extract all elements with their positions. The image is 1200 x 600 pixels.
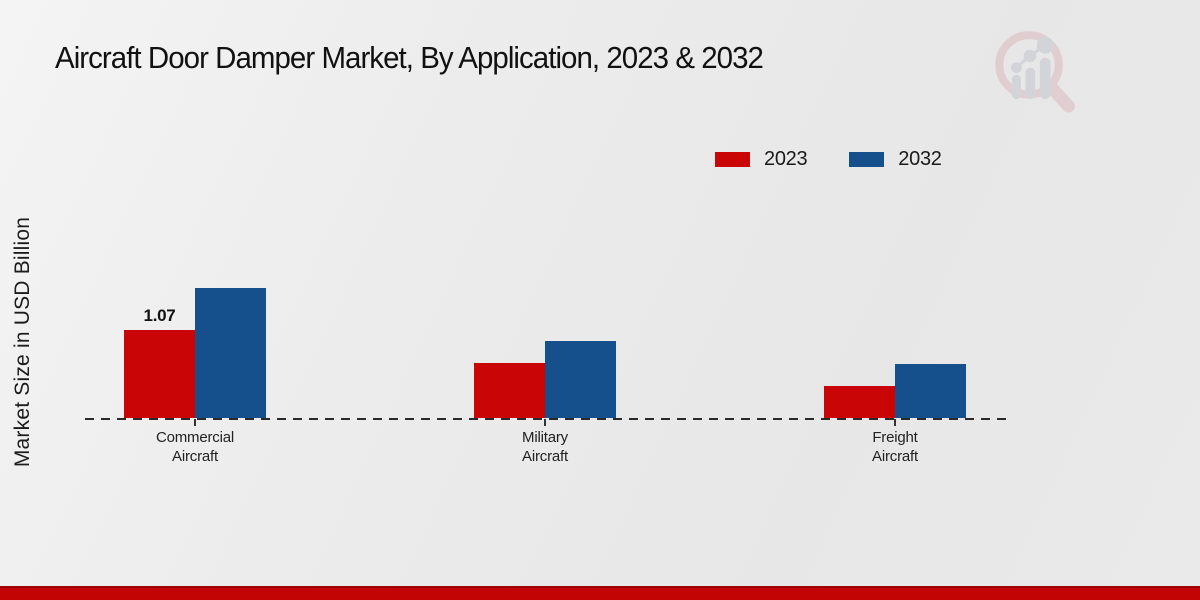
bar-value-label: 1.07 <box>143 306 176 325</box>
bar-freight-aircraft-2023 <box>824 386 895 418</box>
legend-item-2023: 2023 <box>715 148 808 171</box>
bar-commercial-aircraft-2023 <box>124 330 195 418</box>
legend-swatch-2023 <box>715 152 750 167</box>
x-axis-tick <box>894 419 896 426</box>
plot-area: 1.07 Commercial Aircraft Military Aircraft Fr… <box>85 0 1007 465</box>
x-axis-tick <box>194 419 196 426</box>
category-label-military-aircraft: Military Aircraft <box>522 429 568 465</box>
y-axis-label: Market Size in USD Billion <box>11 216 34 468</box>
x-axis-dashed-baseline <box>85 418 1007 420</box>
bar-freight-aircraft-2032 <box>895 364 966 418</box>
footer-red-strip <box>0 586 1200 600</box>
x-axis-tick <box>544 419 546 426</box>
bar-military-aircraft-2023 <box>474 363 545 418</box>
category-label-commercial-aircraft: Commercial Aircraft <box>155 429 234 465</box>
chart-title: Aircraft Door Damper Market, By Applicat… <box>55 40 764 75</box>
bar-commercial-aircraft-2032 <box>195 288 266 418</box>
legend: 2023 2032 <box>715 148 942 171</box>
legend-swatch-2032 <box>849 152 885 167</box>
category-label-freight-aircraft: Freight Aircraft <box>872 429 918 465</box>
legend-label: 2032 <box>898 148 942 170</box>
bar-military-aircraft-2032 <box>545 341 616 418</box>
legend-item-2032: 2032 <box>849 148 942 171</box>
legend-label: 2023 <box>764 148 808 170</box>
market-research-future-logo-icon <box>995 31 1075 113</box>
